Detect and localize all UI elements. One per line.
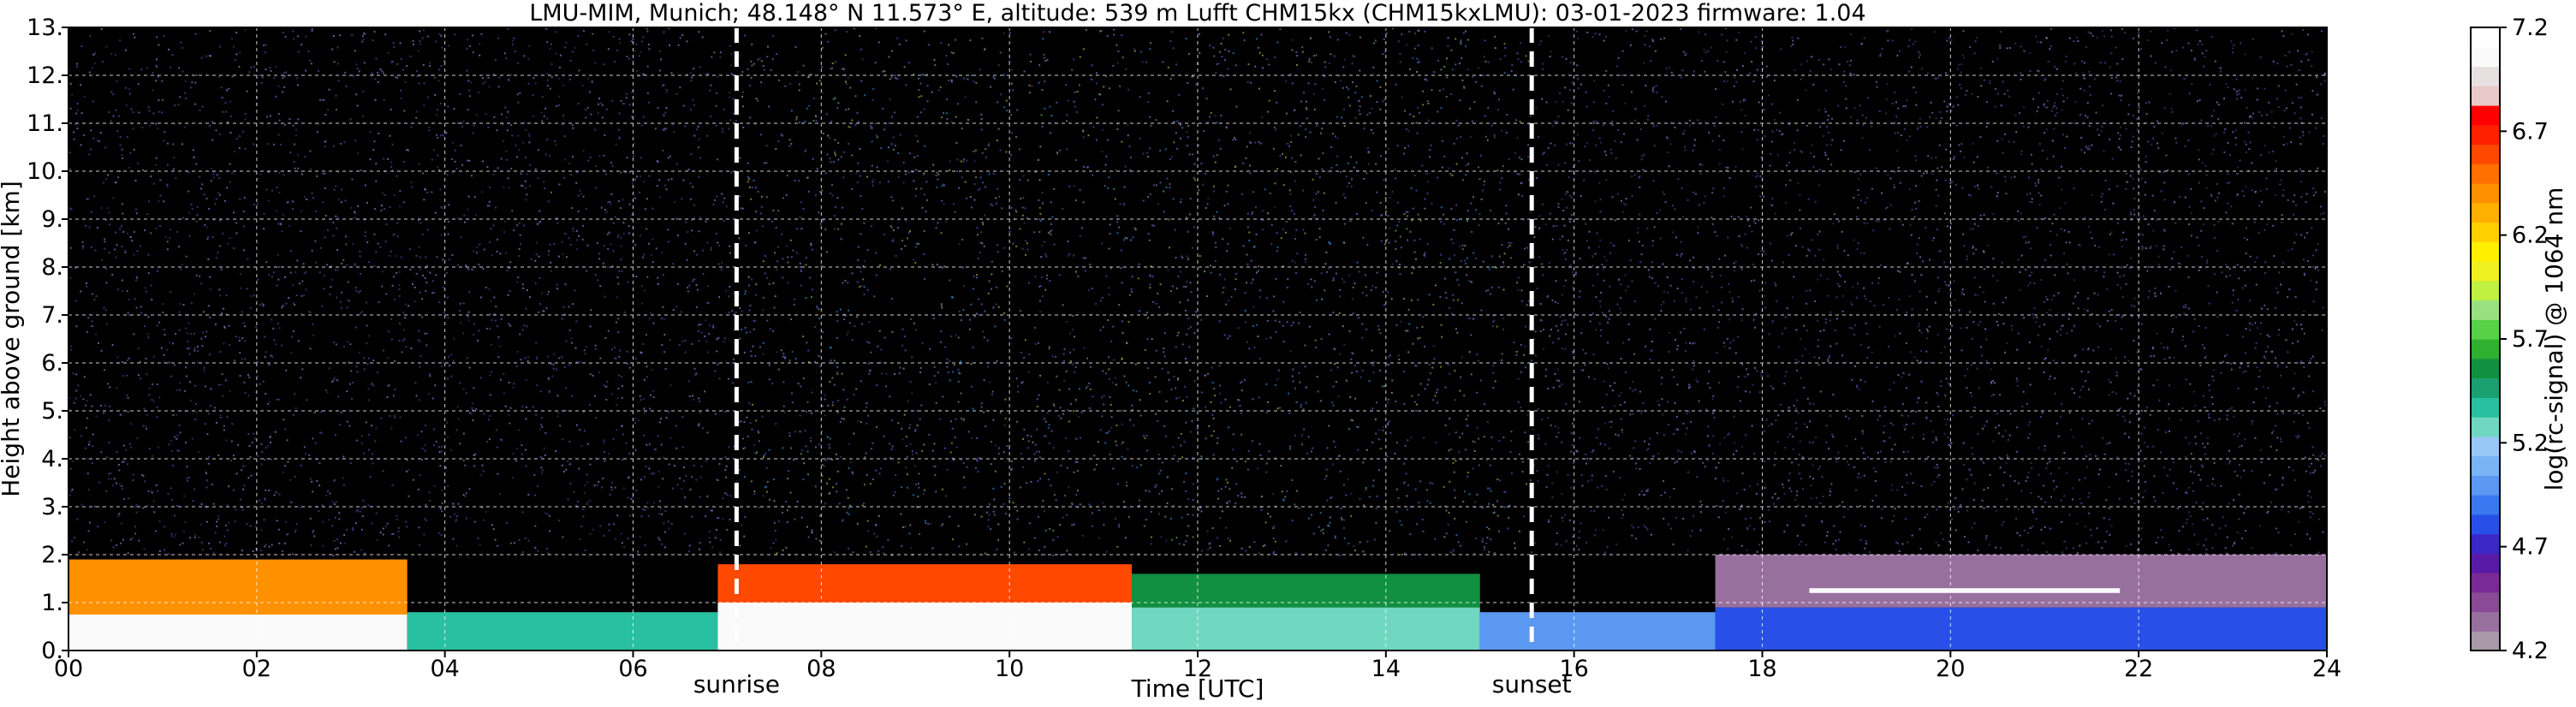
colorbar-segment [2471,319,2500,340]
y-axis-label: Height above ground [km] [0,181,25,497]
backscatter-layer-1 [68,559,408,615]
x-tick-label: 10 [995,656,1024,682]
noise-layer [68,27,2327,556]
colorbar-label: log(rc-signal) @ 1064 nm [2540,187,2568,491]
colorbar-tick-label: 4.7 [2512,534,2549,561]
colorbar-segment [2471,86,2500,106]
colorbar-ticks: 4.2 4.7 5.2 5.7 6.2 6.7 7.2 [2500,15,2549,664]
colorbar-segment [2471,183,2500,204]
y-tick-label: 10. [27,158,63,185]
colorbar-segment [2471,495,2500,515]
colorbar-segment [2471,455,2500,476]
y-tick-label: 6. [41,350,63,377]
colorbar-segment [2471,514,2500,535]
backscatter-layer-10 [1809,588,2121,593]
x-axis-label: Time [UTC] [1131,674,1264,703]
colorbar-segment [2471,358,2500,379]
colorbar-segment [2471,105,2500,126]
colorbar-segment [2471,163,2500,184]
event-lines: sunrise sunset [693,27,1572,698]
backscatter-layer-3 [717,603,1133,651]
backscatter-layer-0 [68,615,408,651]
colorbar-segment [2471,300,2500,320]
x-axis-ticks: 00 02 04 06 08 10 12 14 16 18 20 22 24 [54,651,2341,682]
y-tick-label: 13. [27,15,63,41]
colorbar-segment [2471,66,2500,86]
colorbar-segment [2471,475,2500,496]
colorbar-segment [2471,261,2500,282]
colorbar-segment [2471,46,2500,68]
grid-lines [68,27,2327,651]
x-tick-label: 06 [618,656,647,682]
y-tick-label: 8. [41,254,63,281]
colorbar-segment [2471,417,2500,437]
colorbar-segment [2471,397,2500,418]
colorbar-segment [2471,280,2500,301]
sunset-label: sunset [1492,670,1572,698]
backscatter-layer-9 [1715,555,2327,608]
y-tick-label: 7. [41,302,63,329]
colorbar-tick-label: 6.2 [2512,223,2549,249]
y-tick-label: 4. [41,446,63,472]
y-tick-label: 2. [41,542,63,568]
backscatter-layer-4 [717,564,1133,603]
colorbar-segment [2471,222,2500,242]
y-tick-label: 9. [41,206,63,233]
y-tick-label: 0. [41,638,63,664]
sunrise-label: sunrise [693,670,780,698]
colorbar [2471,27,2500,651]
x-tick-label: 22 [2124,656,2153,682]
colorbar-segment [2471,377,2500,398]
colorbar-segment [2471,631,2500,651]
colorbar-segment [2471,553,2500,573]
colorbar-tick-label: 5.7 [2512,326,2549,353]
x-tick-label: 24 [2312,656,2341,682]
backscatter-layer-2 [407,612,718,651]
y-tick-label: 5. [41,398,63,425]
x-tick-label: 12 [1183,656,1212,682]
colorbar-segment [2471,436,2500,457]
colorbar-tick-label: 7.2 [2512,15,2549,41]
x-tick-label: 18 [1747,656,1776,682]
colorbar-segment [2471,241,2500,262]
colorbar-segment [2471,573,2500,593]
y-tick-label: 12. [27,62,63,89]
colorbar-segment [2471,533,2500,554]
x-tick-label: 08 [806,656,836,682]
x-tick-label: 16 [1559,656,1588,682]
backscatter-layer-6 [1132,573,1480,608]
backscatter-layer-5 [1132,607,1480,651]
colorbar-tick-label: 5.2 [2512,430,2549,456]
x-tick-label: 14 [1371,656,1401,682]
y-axis-ticks: 0. 1. 2. 3. 4. 5. 6. 7. 8. 9. 10. 11. 12. 13. [27,15,68,664]
colorbar-segment [2471,611,2500,632]
backscatter-layers [68,555,2327,651]
chart-title: LMU-MIM, Munich; 48.148° N 11.573° E, al… [529,0,1865,27]
colorbar-segment [2471,591,2500,613]
colorbar-tick-label: 6.7 [2512,118,2549,145]
colorbar-segment [2471,144,2500,164]
colorbar-segment [2471,339,2500,359]
y-tick-label: 1. [41,590,63,616]
y-tick-label: 11. [27,110,63,137]
colorbar-segment [2471,202,2500,223]
x-tick-label: 04 [430,656,459,682]
colorbar-tick-label: 4.2 [2512,638,2549,664]
x-tick-label: 00 [54,656,83,682]
x-tick-label: 20 [1936,656,1965,682]
colorbar-segment [2471,27,2500,48]
y-tick-label: 3. [41,494,63,520]
x-tick-label: 02 [242,656,271,682]
backscatter-layer-7 [1479,612,1716,651]
backscatter-layer-8 [1715,607,2327,651]
colorbar-segment [2471,124,2500,146]
